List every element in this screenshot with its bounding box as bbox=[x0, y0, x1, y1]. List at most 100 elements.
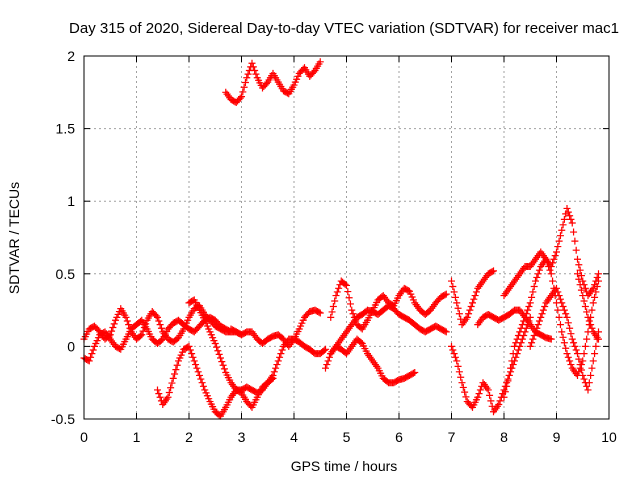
x-tick-label: 3 bbox=[238, 429, 246, 445]
data-point bbox=[588, 306, 596, 314]
series-sat-a bbox=[80, 302, 235, 346]
data-point bbox=[581, 284, 589, 292]
data-point bbox=[588, 324, 596, 332]
data-point bbox=[558, 299, 566, 307]
series-sat-e bbox=[222, 58, 324, 106]
data-point bbox=[457, 373, 465, 381]
x-tick-label: 4 bbox=[290, 429, 298, 445]
data-point bbox=[539, 306, 547, 314]
data-point bbox=[125, 321, 133, 329]
data-point bbox=[514, 346, 522, 354]
data-point bbox=[589, 357, 597, 365]
data-point bbox=[325, 353, 333, 361]
data-point bbox=[462, 393, 470, 401]
data-point bbox=[411, 369, 419, 377]
x-tick-label: 0 bbox=[80, 429, 88, 445]
data-point bbox=[251, 67, 259, 75]
series-sat-l bbox=[474, 306, 555, 343]
y-tick-label: 2 bbox=[67, 48, 75, 64]
data-point bbox=[453, 357, 461, 365]
data-point bbox=[559, 333, 567, 341]
data-point bbox=[248, 59, 256, 67]
data-point bbox=[583, 335, 591, 343]
data-point bbox=[448, 342, 455, 350]
data-point bbox=[549, 277, 557, 285]
data-point bbox=[154, 386, 161, 394]
data-point bbox=[154, 313, 161, 321]
data-point bbox=[558, 328, 566, 336]
data-point bbox=[564, 353, 572, 361]
data-point bbox=[186, 346, 194, 354]
data-point bbox=[532, 277, 539, 285]
data-point bbox=[87, 353, 95, 361]
data-point bbox=[529, 335, 537, 343]
series-sat-p bbox=[574, 270, 602, 343]
data-point bbox=[270, 368, 278, 376]
data-point bbox=[486, 391, 494, 399]
data-point bbox=[332, 292, 340, 300]
data-point bbox=[322, 364, 329, 372]
grid-lines bbox=[84, 56, 609, 419]
data-point bbox=[554, 243, 562, 251]
data-point bbox=[165, 389, 173, 397]
data-point bbox=[587, 321, 595, 329]
data-point bbox=[490, 267, 497, 275]
data-point bbox=[572, 346, 580, 354]
data-point bbox=[236, 94, 244, 102]
data-point bbox=[570, 228, 578, 236]
data-point bbox=[471, 292, 479, 300]
data-point bbox=[580, 375, 588, 383]
data-point bbox=[169, 374, 177, 382]
data-point bbox=[458, 379, 466, 387]
data-point bbox=[156, 321, 164, 329]
data-point bbox=[109, 324, 117, 332]
data-point bbox=[574, 350, 581, 358]
data-point bbox=[505, 371, 513, 379]
data-point bbox=[556, 295, 564, 303]
data-point bbox=[249, 63, 257, 71]
data-point bbox=[591, 281, 599, 289]
data-point bbox=[455, 368, 463, 376]
data-point bbox=[577, 366, 585, 374]
data-point bbox=[333, 288, 341, 296]
data-point bbox=[563, 313, 571, 321]
data-point bbox=[167, 384, 175, 392]
data-point bbox=[580, 297, 588, 305]
data-point bbox=[581, 302, 589, 310]
data-point bbox=[409, 369, 417, 377]
data-point bbox=[517, 324, 525, 332]
data-point bbox=[584, 386, 592, 394]
y-tick-label: 1.5 bbox=[56, 121, 76, 137]
data-point bbox=[238, 93, 245, 101]
data-point bbox=[331, 297, 339, 305]
data-point bbox=[567, 361, 575, 369]
data-point bbox=[583, 382, 591, 390]
data-point bbox=[220, 365, 228, 373]
data-points bbox=[80, 58, 602, 420]
data-point bbox=[532, 328, 539, 336]
data-point bbox=[547, 263, 555, 271]
data-point bbox=[453, 299, 461, 307]
data-point bbox=[156, 393, 164, 401]
data-point bbox=[588, 364, 596, 372]
data-point bbox=[197, 375, 205, 383]
data-point bbox=[344, 288, 352, 296]
data-point bbox=[346, 300, 354, 308]
data-point bbox=[316, 58, 324, 66]
data-point bbox=[451, 293, 459, 301]
data-point bbox=[584, 313, 592, 321]
data-point bbox=[327, 313, 335, 321]
data-point bbox=[574, 270, 581, 278]
data-point bbox=[509, 350, 517, 358]
x-tick-label: 7 bbox=[448, 429, 456, 445]
x-axis-ticks: 0 1 2 3 4 5 6 7 8 9 10 bbox=[80, 56, 617, 445]
data-point bbox=[503, 382, 511, 390]
data-point bbox=[522, 310, 530, 318]
data-point bbox=[168, 379, 176, 387]
data-point bbox=[550, 255, 558, 263]
data-point bbox=[441, 291, 449, 299]
data-point bbox=[484, 386, 492, 394]
data-point bbox=[556, 232, 564, 240]
data-point bbox=[188, 350, 196, 358]
data-point bbox=[556, 321, 564, 329]
